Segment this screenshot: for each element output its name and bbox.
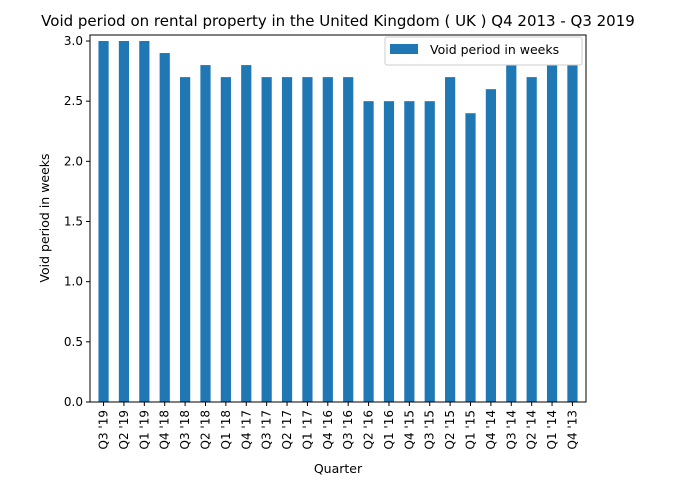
bar — [485, 89, 496, 403]
y-tick-label: 0.0 — [64, 395, 83, 409]
x-tick-label: Q3 '15 — [423, 410, 437, 449]
bar — [159, 53, 170, 402]
legend-frame — [384, 36, 583, 66]
x-tick-label: Q4 '14 — [484, 410, 498, 449]
y-axis-ticks: 0.0 0.5 1.0 1.5 2.0 2.5 3.0 — [64, 34, 90, 409]
y-tick-label: 2.0 — [64, 154, 83, 168]
bar — [139, 41, 150, 403]
x-tick-label: Q2 '17 — [280, 410, 294, 449]
chart-title: Void period on rental property in the Un… — [41, 12, 635, 30]
bar — [383, 101, 395, 402]
x-tick-label: Q2 '15 — [443, 410, 457, 449]
x-axis-label: Quarter — [314, 461, 363, 476]
legend-label: Void period in weeks — [430, 42, 559, 57]
x-tick-label: Q2 '16 — [362, 410, 376, 449]
bar — [302, 77, 313, 403]
x-tick-label: Q1 '17 — [300, 410, 314, 449]
bar — [526, 77, 537, 403]
y-axis-label: Void period in weeks — [37, 153, 52, 282]
bar — [180, 77, 191, 403]
x-tick-label: Q3 '18 — [178, 410, 192, 449]
y-tick-label: 1.0 — [64, 275, 83, 289]
x-tick-label: Q4 '18 — [158, 410, 172, 449]
bar — [261, 77, 272, 403]
x-tick-label: Q2 '18 — [198, 410, 212, 449]
x-tick-label: Q3 '19 — [97, 410, 111, 449]
x-tick-label: Q2 '19 — [117, 410, 131, 449]
x-tick-label: Q1 '18 — [219, 410, 233, 449]
bar — [363, 101, 374, 402]
x-tick-label: Q2 '14 — [525, 410, 539, 449]
x-tick-label: Q1 '19 — [137, 410, 151, 449]
x-tick-label: Q3 '14 — [504, 410, 518, 449]
bar — [322, 77, 333, 403]
bar — [200, 65, 211, 402]
x-tick-label: Q1 '15 — [464, 410, 478, 449]
bar — [98, 41, 109, 403]
bar — [118, 41, 130, 403]
x-tick-label: Q4 '15 — [402, 410, 416, 449]
bar — [424, 101, 435, 402]
bar — [343, 77, 354, 403]
bar — [465, 113, 476, 403]
bar-series — [98, 41, 578, 403]
y-tick-label: 2.5 — [64, 94, 83, 108]
x-tick-label: Q4 '13 — [565, 410, 579, 449]
bar — [220, 77, 231, 403]
bar — [546, 65, 558, 402]
plot-area-frame — [89, 34, 587, 403]
y-tick-label: 3.0 — [64, 34, 83, 48]
x-tick-label: Q3 '17 — [260, 410, 274, 449]
bar — [445, 77, 456, 403]
y-tick-label: 1.5 — [64, 215, 83, 229]
x-tick-label: Q1 '14 — [545, 410, 559, 449]
legend: Void period in weeks — [384, 36, 583, 66]
x-tick-label: Q1 '16 — [382, 410, 396, 449]
bar — [567, 65, 578, 402]
x-tick-label: Q4 '17 — [239, 410, 253, 449]
bar — [241, 65, 252, 402]
y-tick-label: 0.5 — [64, 335, 83, 349]
bar — [281, 77, 293, 403]
x-tick-label: Q4 '16 — [321, 410, 335, 449]
x-tick-label: Q3 '16 — [341, 410, 355, 449]
bar — [404, 101, 415, 402]
x-axis-ticks: Q3 '19 Q2 '19 Q1 '19 Q4 '18 Q3 '18 Q2 '18 Q1 '… — [97, 402, 579, 449]
legend-swatch — [390, 44, 418, 54]
bar — [506, 65, 517, 402]
